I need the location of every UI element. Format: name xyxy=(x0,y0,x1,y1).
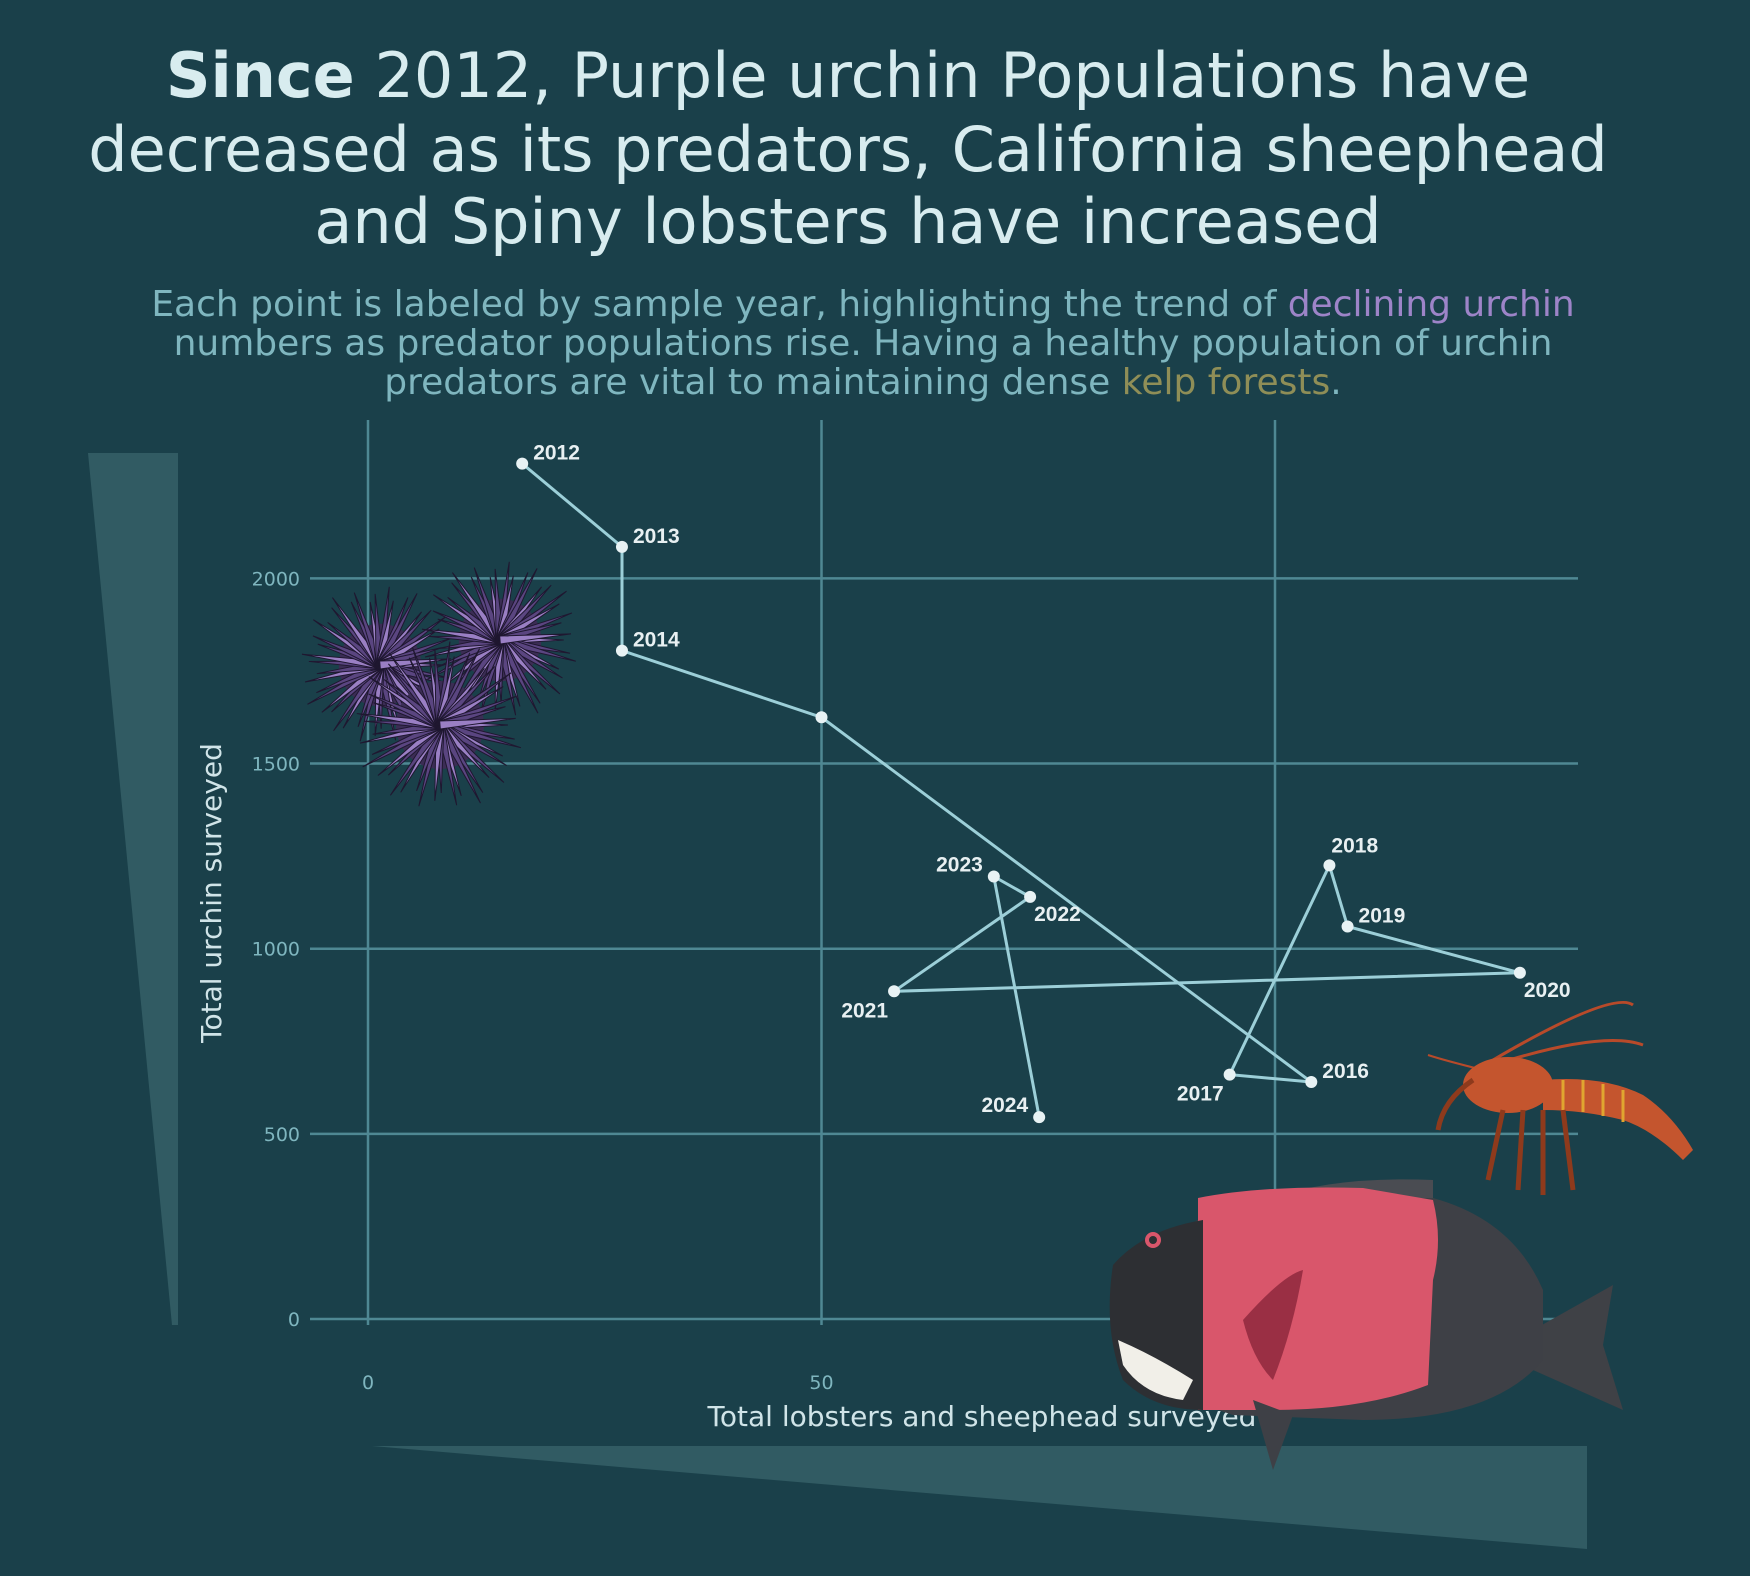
y-tick-label: 2000 xyxy=(252,568,300,590)
data-point xyxy=(516,457,529,470)
y-tick-label: 500 xyxy=(264,1124,300,1146)
data-point xyxy=(987,870,1000,883)
point-label-2014: 2014 xyxy=(633,629,680,652)
y-axis-title: Total urchin surveyed xyxy=(195,743,228,1044)
subtitle-period: . xyxy=(1330,362,1341,403)
point-label-2013: 2013 xyxy=(633,525,680,548)
point-label-2017: 2017 xyxy=(1177,1083,1224,1106)
data-point xyxy=(1305,1076,1318,1089)
sheephead-icon xyxy=(1109,1179,1623,1470)
y-axis-wedge xyxy=(88,453,178,1325)
subtitle-line-1: Each point is labeled by sample year, hi… xyxy=(151,284,1574,325)
point-label-2018: 2018 xyxy=(1331,834,1378,857)
urchin-icon xyxy=(356,641,522,807)
point-label-2012: 2012 xyxy=(533,442,580,465)
urchin-spine xyxy=(499,633,572,645)
data-point xyxy=(1024,890,1037,903)
subtitle-line-3-text: predators are vital to maintaining dense xyxy=(384,362,1121,403)
x-tick-label: 50 xyxy=(809,1372,833,1394)
point-label-2022: 2022 xyxy=(1034,903,1081,926)
subtitle-line-2: numbers as predator populations rise. Ha… xyxy=(174,323,1553,364)
point-label-2016: 2016 xyxy=(1322,1060,1369,1083)
chart-title-emphasis: Since xyxy=(166,39,355,112)
x-axis-wedge xyxy=(372,1446,1587,1549)
chart-title-line-1: Since 2012, Purple urchin Populations ha… xyxy=(166,39,1530,112)
data-point xyxy=(1323,859,1336,872)
subtitle-line-3: predators are vital to maintaining dense… xyxy=(384,362,1341,403)
chart-title-line-3: and Spiny lobsters have increased xyxy=(314,185,1381,258)
subtitle-kelp-highlight: kelp forests xyxy=(1122,362,1331,403)
urchin-spine xyxy=(439,717,516,730)
data-point xyxy=(615,644,628,657)
subtitle-urchin-highlight: declining urchin xyxy=(1288,284,1575,325)
data-point xyxy=(888,985,901,998)
point-label-2023: 2023 xyxy=(936,853,983,876)
point-label-2020: 2020 xyxy=(1524,979,1571,1002)
point-label-2021: 2021 xyxy=(841,999,888,1022)
chart-title-rest: 2012, Purple urchin Populations have xyxy=(355,39,1530,112)
chart-title-line-2: decreased as its predators, California s… xyxy=(88,113,1607,186)
data-point xyxy=(1033,1111,1046,1124)
y-tick-label: 1000 xyxy=(252,939,300,961)
data-point xyxy=(1513,966,1526,979)
data-point xyxy=(1223,1068,1236,1081)
data-point xyxy=(1341,920,1354,933)
point-labels: 2012 2013 2014 2016 2017 2018 2019 2020 2021 2022… xyxy=(533,442,1570,1118)
y-tick-label: 0 xyxy=(288,1309,300,1331)
lobster-icon xyxy=(1427,1000,1693,1195)
x-axis-title: Total lobsters and sheephead surveyed xyxy=(707,1400,1257,1433)
point-label-2019: 2019 xyxy=(1359,904,1406,927)
grid xyxy=(310,420,1578,1325)
data-point xyxy=(615,540,628,553)
data-points xyxy=(516,457,1526,1124)
data-point xyxy=(815,711,828,724)
subtitle-line-1-text: Each point is labeled by sample year, hi… xyxy=(151,284,1287,325)
y-tick-label: 1500 xyxy=(252,754,300,776)
urchin-illustration xyxy=(301,561,576,807)
point-label-2024: 2024 xyxy=(981,1094,1028,1117)
x-tick-label: 0 xyxy=(362,1372,374,1394)
